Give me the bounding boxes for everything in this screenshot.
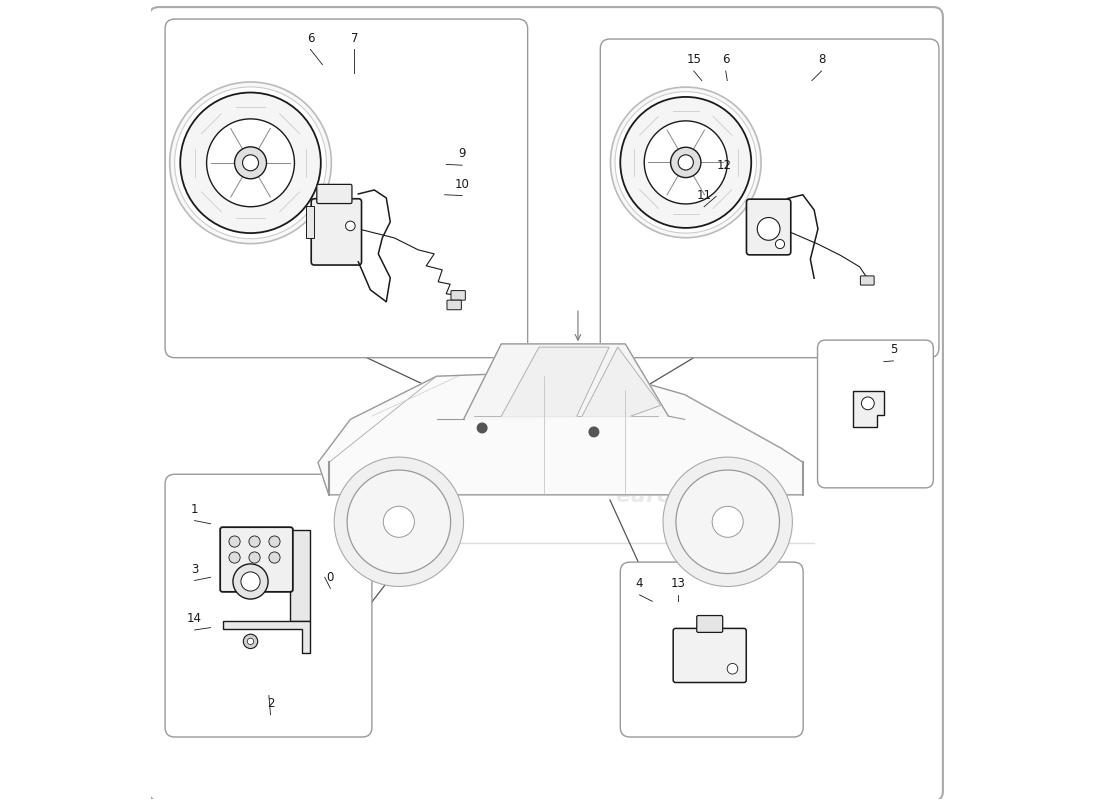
FancyBboxPatch shape [150,7,943,800]
Circle shape [383,506,415,538]
Circle shape [477,423,487,433]
Circle shape [645,121,727,204]
Text: 5: 5 [890,343,898,356]
Circle shape [268,552,280,563]
Text: 2: 2 [266,697,274,710]
FancyBboxPatch shape [620,562,803,737]
FancyBboxPatch shape [673,629,746,682]
Polygon shape [290,530,310,622]
Text: 15: 15 [686,53,701,66]
Circle shape [229,552,240,563]
Circle shape [776,239,784,249]
Text: 3: 3 [191,562,198,576]
FancyBboxPatch shape [165,19,528,358]
Polygon shape [307,206,315,238]
FancyBboxPatch shape [860,276,875,285]
Circle shape [620,97,751,228]
Circle shape [345,221,355,230]
Text: 14: 14 [187,612,202,626]
FancyBboxPatch shape [311,198,362,265]
Circle shape [175,87,327,238]
Polygon shape [318,373,803,495]
Circle shape [268,536,280,547]
Text: eurospares: eurospares [320,454,461,474]
Circle shape [169,82,331,244]
Circle shape [757,218,780,240]
FancyBboxPatch shape [601,39,939,358]
Text: 9: 9 [459,147,466,161]
Polygon shape [854,391,883,427]
Text: 12: 12 [716,159,732,172]
Circle shape [727,663,738,674]
Circle shape [243,634,257,649]
Text: 10: 10 [454,178,470,190]
Circle shape [229,536,240,547]
Circle shape [334,457,463,586]
Circle shape [249,536,260,547]
Circle shape [180,93,321,233]
Circle shape [242,155,258,170]
Text: 4: 4 [636,577,644,590]
Polygon shape [463,344,669,419]
FancyBboxPatch shape [451,290,465,300]
Circle shape [241,572,260,591]
Polygon shape [582,347,661,416]
Circle shape [248,638,254,645]
Circle shape [675,470,780,574]
FancyBboxPatch shape [165,474,372,737]
Circle shape [590,427,598,437]
FancyBboxPatch shape [220,527,293,592]
Circle shape [249,552,260,563]
Circle shape [234,147,266,178]
Text: 11: 11 [696,189,712,202]
Circle shape [671,147,701,178]
Circle shape [615,92,757,233]
Text: 8: 8 [817,53,825,66]
Polygon shape [502,347,609,416]
Circle shape [679,155,693,170]
Circle shape [233,564,268,599]
Text: 13: 13 [670,577,685,590]
Circle shape [610,87,761,238]
Polygon shape [222,622,310,654]
Text: eurospares: eurospares [615,486,756,506]
Text: 6: 6 [722,53,729,66]
Circle shape [861,397,875,410]
FancyBboxPatch shape [817,340,933,488]
Circle shape [207,119,295,206]
Circle shape [348,470,451,574]
FancyBboxPatch shape [747,199,791,255]
Text: 0: 0 [327,570,334,584]
FancyBboxPatch shape [317,184,352,203]
Text: 1: 1 [191,502,198,516]
FancyBboxPatch shape [696,615,723,632]
FancyBboxPatch shape [447,300,461,310]
Circle shape [712,506,744,538]
Text: 6: 6 [307,32,315,45]
Text: 7: 7 [351,32,359,45]
Circle shape [663,457,792,586]
